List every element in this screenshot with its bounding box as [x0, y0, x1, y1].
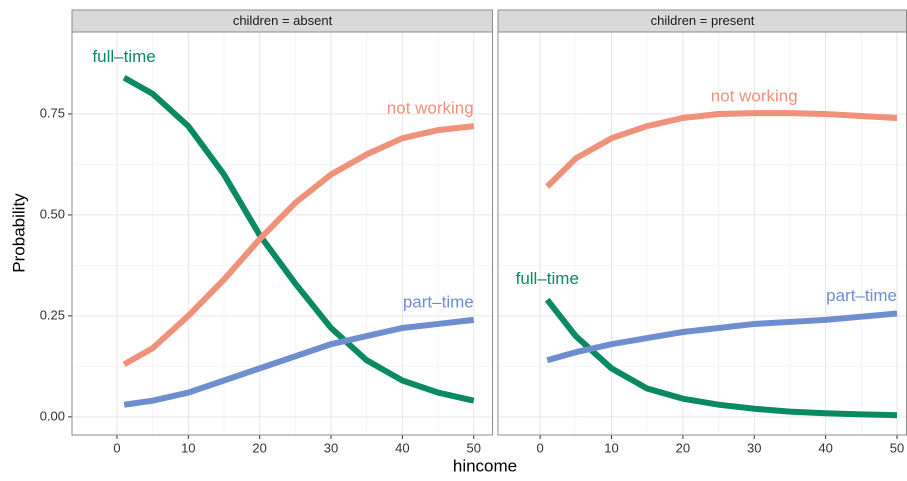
panel-background — [72, 32, 493, 435]
series-line — [544, 297, 898, 419]
series-line — [122, 75, 475, 404]
series-label: not working — [711, 87, 798, 106]
panel-border — [71, 31, 493, 436]
x-tick-label: 20 — [676, 440, 690, 455]
y-tick-label: 0.25 — [40, 307, 65, 322]
x-tick-label: 20 — [252, 440, 266, 455]
x-tick-label: 10 — [181, 440, 195, 455]
x-tick-label: 30 — [747, 440, 761, 455]
series-line — [545, 110, 898, 189]
facet-title: children = present — [651, 13, 755, 28]
series-line — [122, 123, 475, 367]
x-tick-label: 30 — [324, 440, 338, 455]
y-tick-label: 0.75 — [40, 105, 65, 120]
facet-title: children = absent — [233, 13, 333, 28]
series-line — [123, 316, 475, 408]
x-tick-label: 40 — [818, 440, 832, 455]
series-label: full–time — [92, 47, 155, 66]
x-tick-label: 50 — [890, 440, 904, 455]
series-label: full–time — [516, 269, 579, 288]
y-tick-label: 0.50 — [40, 206, 65, 221]
x-tick-label: 50 — [466, 440, 480, 455]
x-tick-label: 10 — [604, 440, 618, 455]
x-axis-label: hincome — [453, 456, 517, 475]
series-label: not working — [387, 99, 474, 118]
series-line — [546, 310, 898, 364]
series-label: part–time — [826, 286, 897, 305]
x-tick-label: 40 — [395, 440, 409, 455]
x-tick-label: 0 — [536, 440, 543, 455]
y-axis-label: Probability — [9, 193, 28, 273]
series-label: part–time — [403, 292, 474, 311]
panel-background — [498, 32, 907, 435]
y-tick-label: 0.00 — [40, 408, 65, 423]
x-tick-label: 0 — [113, 440, 120, 455]
